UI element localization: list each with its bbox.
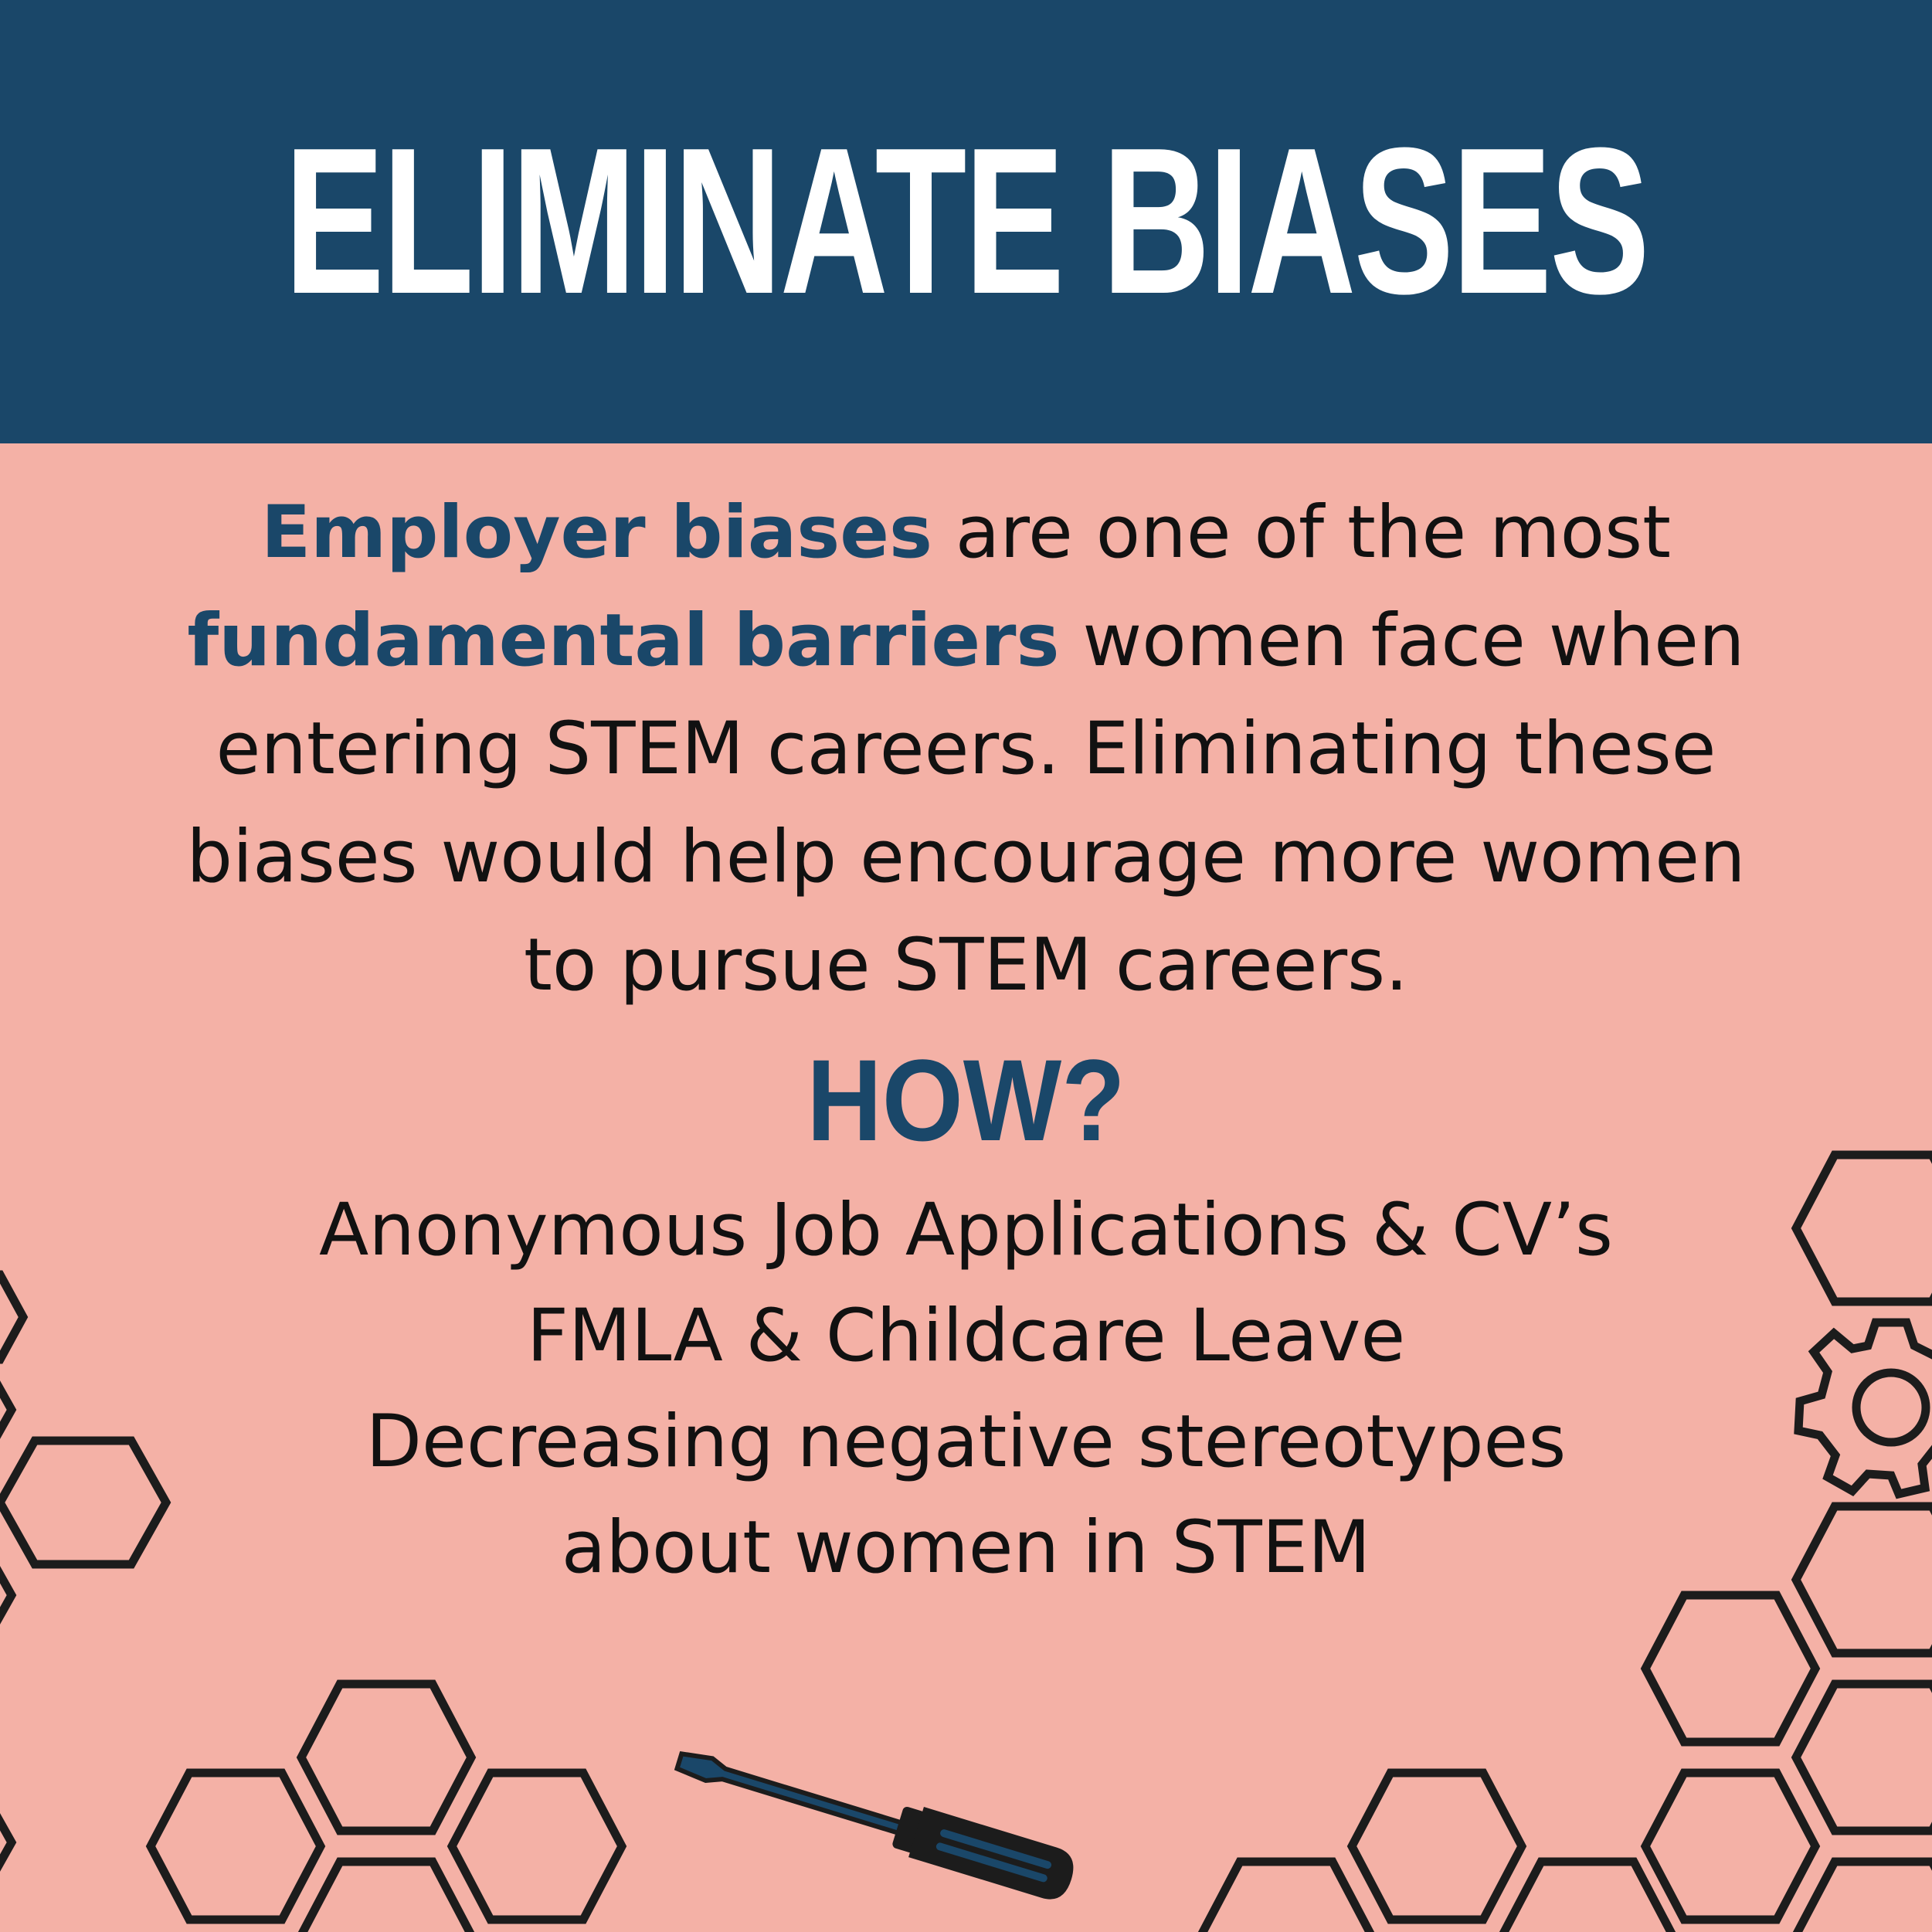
hexagon-outline-icon <box>1791 1679 1932 1835</box>
hexagon-outline-icon <box>0 1813 17 1872</box>
list-item: Decreasing negative stereotypes <box>365 1400 1567 1484</box>
hexagon-outline-icon <box>1499 1857 1676 1932</box>
page-title: ELIMINATE BIASES <box>284 105 1650 338</box>
hexagon-outline-icon <box>1640 1591 1821 1747</box>
intro-line-3: entering STEM careers. Eliminating these <box>216 707 1716 791</box>
how-list: Anonymous Job Applications & CV’s FMLA &… <box>0 1177 1932 1601</box>
intro-line-4: biases would help encourage more women <box>186 815 1746 899</box>
highlight-fundamental-barriers: fundamental barriers <box>187 599 1060 683</box>
how-heading: HOW? <box>806 1035 1126 1165</box>
list-item: about women in STEM <box>561 1506 1371 1590</box>
hexagon-outline-icon <box>1792 1857 1932 1932</box>
header-banner: ELIMINATE BIASES <box>0 0 1932 443</box>
screwdriver-icon <box>674 1751 1074 1900</box>
hexagon-outline-icon <box>145 1768 326 1924</box>
intro-paragraph: Employer biases are one of the most fund… <box>39 479 1893 1020</box>
hexagon-outline-icon <box>296 1679 477 1835</box>
hexagon-outline-icon <box>1640 1768 1821 1924</box>
hexagon-outline-icon <box>1197 1857 1375 1932</box>
hexagon-outline-icon <box>297 1857 475 1932</box>
intro-line-2-text: women face when <box>1059 599 1745 683</box>
intro-line-1: Employer biases are one of the most <box>39 479 1893 587</box>
main-content: Employer biases are one of the most fund… <box>0 479 1932 1601</box>
hexagon-outline-icon <box>1346 1768 1527 1924</box>
highlight-employer-biases: Employer biases <box>260 491 932 575</box>
intro-line-5: to pursue STEM careers. <box>524 923 1408 1007</box>
hexagon-outline-icon <box>446 1768 627 1924</box>
list-item: Anonymous Job Applications & CV’s <box>319 1188 1613 1272</box>
intro-line-1-text: are one of the most <box>932 491 1672 575</box>
list-item: FMLA & Childcare Leave <box>526 1294 1406 1378</box>
intro-line-2: fundamental barriers women face when <box>39 587 1893 695</box>
